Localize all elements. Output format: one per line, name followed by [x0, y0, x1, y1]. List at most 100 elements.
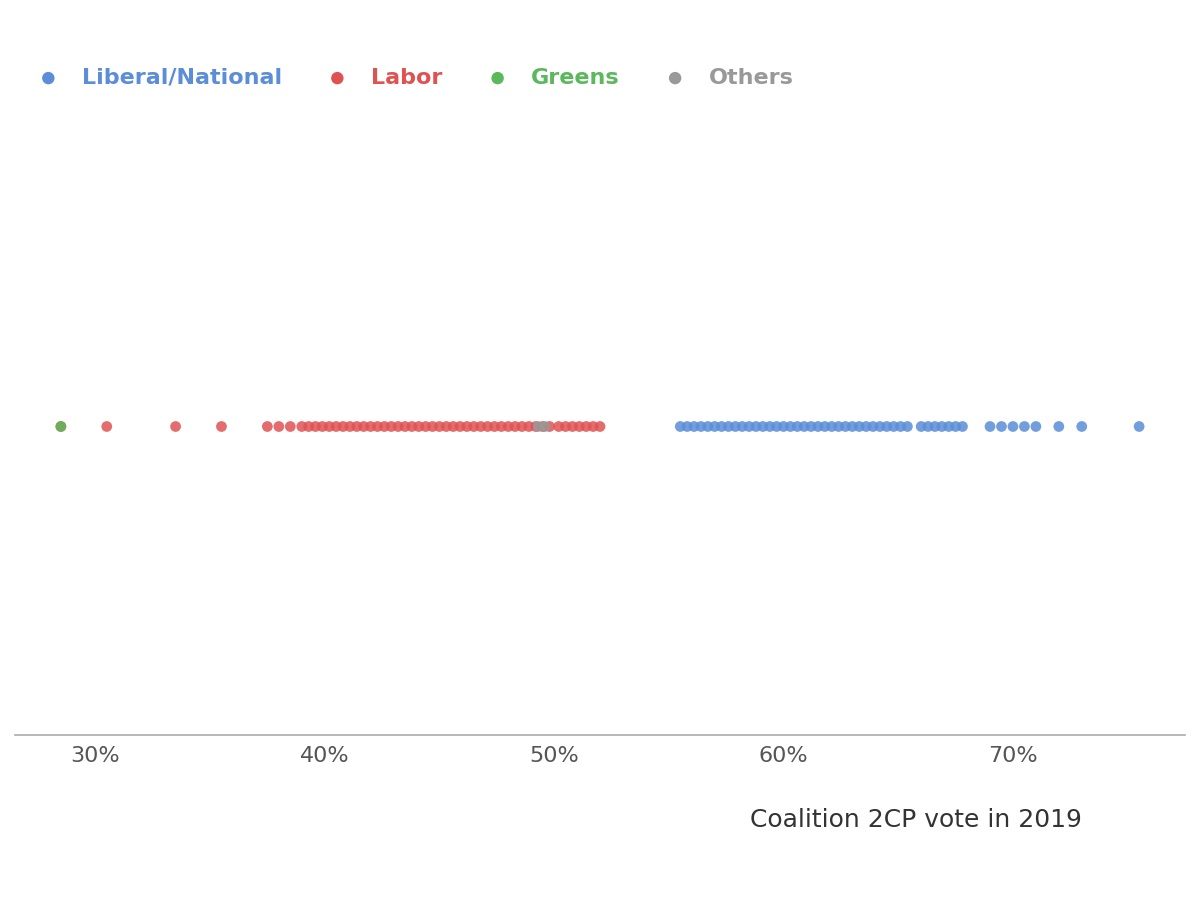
- Point: [794, 419, 814, 434]
- Point: [1003, 419, 1022, 434]
- Point: [402, 419, 421, 434]
- Point: [946, 419, 965, 434]
- Point: [890, 419, 910, 434]
- Point: [313, 419, 332, 434]
- Point: [299, 419, 318, 434]
- Point: [485, 419, 504, 434]
- Point: [760, 419, 779, 434]
- Point: [712, 419, 731, 434]
- Point: [678, 419, 697, 434]
- Point: [671, 419, 690, 434]
- Point: [326, 419, 346, 434]
- Point: [444, 419, 463, 434]
- Point: [550, 419, 569, 434]
- Point: [535, 419, 554, 434]
- Point: [533, 419, 552, 434]
- Point: [809, 419, 828, 434]
- Point: [258, 419, 277, 434]
- Point: [726, 419, 745, 434]
- Point: [354, 419, 373, 434]
- Point: [512, 419, 532, 434]
- Text: Coalition 2CP vote in 2019: Coalition 2CP vote in 2019: [750, 808, 1082, 833]
- Point: [492, 419, 511, 434]
- Point: [870, 419, 889, 434]
- Point: [877, 419, 896, 434]
- Point: [706, 419, 725, 434]
- Point: [499, 419, 518, 434]
- Point: [457, 419, 476, 434]
- Point: [1072, 419, 1091, 434]
- Point: [319, 419, 338, 434]
- Point: [389, 419, 408, 434]
- Point: [472, 419, 491, 434]
- Point: [691, 419, 710, 434]
- Point: [980, 419, 1000, 434]
- Point: [341, 419, 360, 434]
- Point: [450, 419, 469, 434]
- Point: [953, 419, 972, 434]
- Point: [361, 419, 380, 434]
- Point: [1015, 419, 1034, 434]
- Point: [269, 419, 288, 434]
- Point: [563, 419, 582, 434]
- Point: [97, 419, 116, 434]
- Point: [940, 419, 959, 434]
- Point: [992, 419, 1012, 434]
- Point: [430, 419, 449, 434]
- Point: [774, 419, 793, 434]
- Point: [437, 419, 456, 434]
- Point: [368, 419, 388, 434]
- Point: [857, 419, 876, 434]
- Point: [739, 419, 758, 434]
- Point: [334, 419, 353, 434]
- Point: [850, 419, 869, 434]
- Point: [583, 419, 602, 434]
- Point: [767, 419, 786, 434]
- Point: [733, 419, 752, 434]
- Point: [698, 419, 718, 434]
- Point: [864, 419, 883, 434]
- Point: [746, 419, 766, 434]
- Point: [212, 419, 232, 434]
- Point: [912, 419, 931, 434]
- Point: [409, 419, 428, 434]
- Point: [836, 419, 856, 434]
- Point: [577, 419, 596, 434]
- Point: [815, 419, 834, 434]
- Point: [52, 419, 71, 434]
- Point: [540, 419, 559, 434]
- Point: [556, 419, 575, 434]
- Point: [374, 419, 394, 434]
- Point: [570, 419, 589, 434]
- Point: [719, 419, 738, 434]
- Point: [684, 419, 703, 434]
- Point: [306, 419, 325, 434]
- Point: [590, 419, 610, 434]
- Point: [281, 419, 300, 434]
- Point: [1049, 419, 1068, 434]
- Point: [925, 419, 944, 434]
- Point: [422, 419, 442, 434]
- Point: [918, 419, 937, 434]
- Point: [478, 419, 497, 434]
- Point: [395, 419, 414, 434]
- Point: [754, 419, 773, 434]
- Point: [822, 419, 841, 434]
- Point: [520, 419, 539, 434]
- Point: [884, 419, 904, 434]
- Point: [52, 419, 71, 434]
- Point: [382, 419, 401, 434]
- Point: [292, 419, 311, 434]
- Point: [842, 419, 862, 434]
- Point: [166, 419, 185, 434]
- Point: [416, 419, 436, 434]
- Point: [1026, 419, 1045, 434]
- Point: [528, 419, 547, 434]
- Point: [464, 419, 484, 434]
- Point: [526, 419, 545, 434]
- Point: [898, 419, 917, 434]
- Point: [802, 419, 821, 434]
- Point: [787, 419, 806, 434]
- Point: [347, 419, 366, 434]
- Legend: Liberal/National, Labor, Greens, Others: Liberal/National, Labor, Greens, Others: [26, 68, 793, 87]
